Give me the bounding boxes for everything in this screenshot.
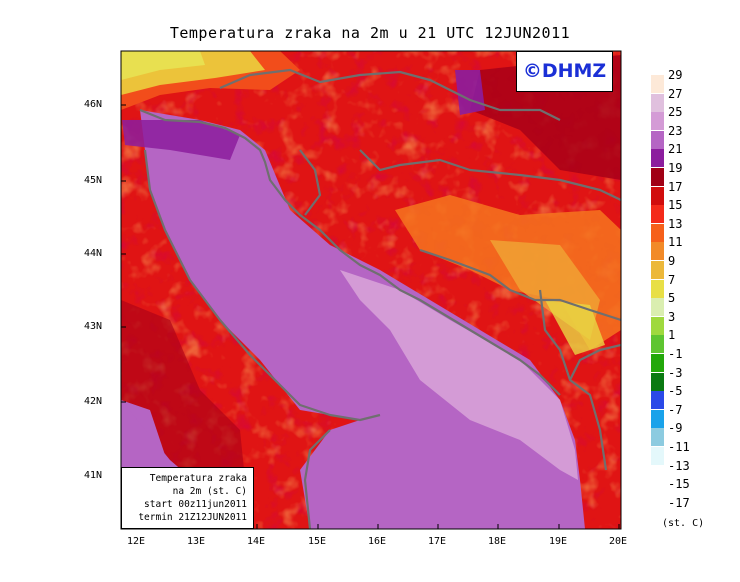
legend-swatch	[651, 149, 664, 168]
legend-unit: (st. C)	[662, 518, 705, 529]
dhmz-logo: ©DHMZ	[516, 51, 613, 92]
lon-label: 16E	[368, 536, 387, 547]
legend-swatch	[651, 354, 664, 372]
interior-cool-zone	[395, 195, 621, 350]
legend-label: -9	[668, 421, 683, 436]
info-line-variable: Temperatura zraka	[149, 473, 247, 484]
legend-swatch	[651, 205, 664, 224]
lon-label: 12E	[127, 536, 146, 547]
legend-swatch	[651, 261, 664, 279]
lat-label: 43N	[84, 321, 103, 332]
legend-swatch	[651, 75, 664, 93]
legend-swatch	[651, 335, 664, 354]
legend-swatch	[651, 93, 664, 112]
legend-label: 11	[668, 235, 683, 250]
lon-label: 14E	[247, 536, 266, 547]
legend-label: 25	[668, 105, 683, 120]
legend-label: 23	[668, 123, 683, 138]
lat-label: 41N	[84, 470, 103, 481]
legend-swatch	[651, 112, 664, 131]
info-line-valid-time: termin 21Z12JUN2011	[138, 512, 247, 523]
lat-label: 42N	[84, 396, 103, 407]
legend-label: 15	[668, 198, 683, 213]
lat-label: 44N	[84, 248, 103, 259]
legend-swatch	[651, 447, 664, 465]
legend-label: -7	[668, 402, 683, 417]
adriatic-sea	[140, 110, 585, 529]
lat-label: 45N	[84, 175, 103, 186]
lon-label: 19E	[549, 536, 568, 547]
legend-swatch	[651, 428, 664, 447]
legend-swatch	[651, 186, 664, 205]
legend-label: -3	[668, 365, 683, 380]
legend-swatch	[651, 409, 664, 428]
legend-label: 21	[668, 142, 683, 157]
info-box: Temperatura zraka na 2m (st. C) start 00…	[121, 467, 254, 529]
legend-label: 19	[668, 161, 683, 175]
legend-label: -15	[668, 477, 690, 492]
lon-label: 15E	[308, 536, 327, 547]
legend-swatch	[651, 372, 664, 391]
legend-label: 29	[668, 68, 683, 82]
legend-swatch	[651, 391, 664, 410]
legend-label: 1	[668, 328, 676, 343]
legend-label: 17	[668, 179, 683, 194]
legend-label: -11	[668, 440, 690, 454]
legend-swatch	[651, 316, 664, 335]
legend-label: 27	[668, 86, 683, 101]
lat-label: 46N	[84, 99, 103, 110]
lon-label: 17E	[428, 536, 447, 547]
legend-label: 13	[668, 216, 683, 231]
legend-label: -17	[668, 495, 690, 510]
legend-label: 5	[668, 291, 676, 306]
sea-warm-zone	[340, 270, 578, 480]
map-title: Temperatura zraka na 2m u 21 UTC 12JUN20…	[169, 24, 571, 42]
legend-label: 7	[668, 272, 676, 287]
info-line-units: na 2m (st. C)	[172, 486, 247, 497]
lon-label: 13E	[187, 536, 206, 547]
info-line-start: start 00z11jun2011	[144, 499, 247, 510]
legend-swatch	[651, 242, 664, 261]
legend-label: -13	[668, 458, 690, 473]
coastlines	[139, 68, 621, 529]
legend-swatch	[651, 223, 664, 242]
lon-label: 18E	[488, 536, 507, 547]
legend-label: 3	[668, 309, 676, 324]
legend-label: -5	[668, 384, 683, 399]
legend-swatch	[651, 130, 664, 149]
legend-label: 9	[668, 254, 676, 268]
legend-swatch	[651, 279, 664, 298]
legend-swatch	[651, 298, 664, 317]
legend-label: -1	[668, 347, 683, 361]
lon-label: 20E	[609, 536, 628, 547]
map-frame	[120, 50, 622, 530]
legend-swatch	[651, 168, 664, 186]
